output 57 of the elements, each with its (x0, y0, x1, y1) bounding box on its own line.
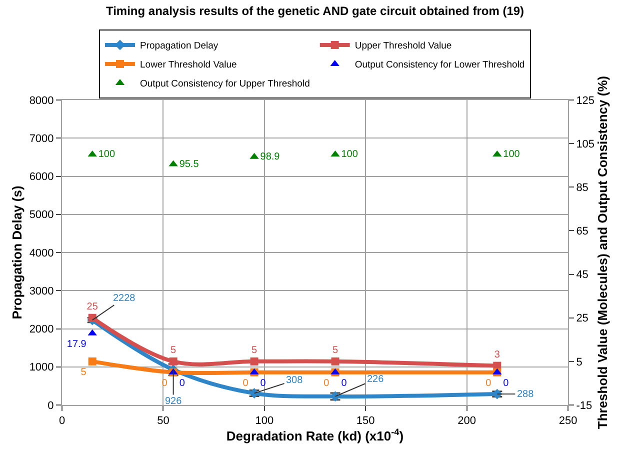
y2-tick-label: 125 (576, 94, 595, 107)
data-label: 17.9 (66, 338, 87, 350)
x-tick-label: 150 (356, 415, 375, 428)
y-tick-label: 1000 (29, 362, 54, 374)
legend-label: Lower Threshold Value (140, 60, 237, 71)
y2-axis-title: Threshold Value (Molecules) and Output Consistency (%) (595, 76, 610, 430)
y-tick-label: 3000 (29, 285, 54, 298)
y-tick-label: 5000 (29, 209, 54, 222)
legend-label: Output Consistency for Upper Threshold (140, 78, 310, 90)
y-axis-title: Propagation Delay (s) (9, 186, 24, 320)
y2-tick-label: -15 (576, 400, 592, 412)
data-label: 98.9 (260, 151, 280, 162)
y-tick-label: 8000 (29, 94, 54, 107)
data-label: 5 (252, 344, 258, 356)
data-label: 3 (494, 349, 500, 360)
y-tick-label: 2000 (29, 324, 54, 336)
data-label: 0 (162, 378, 168, 389)
data-label: 0 (324, 378, 330, 389)
data-label: 5 (80, 366, 87, 378)
x-tick-label: 50 (157, 415, 170, 428)
x-axis-title: Degradation Rate (kd) (x10$^{-4}$) (226, 427, 404, 444)
x-tick-label: 200 (458, 415, 476, 428)
data-label: 100 (503, 148, 520, 160)
data-label: 0 (260, 378, 266, 389)
data-label: 0 (503, 378, 510, 389)
data-label: 308 (286, 375, 304, 386)
y-tick-label: 6000 (29, 171, 54, 184)
data-label: 5 (332, 344, 338, 356)
y2-tick-label: 85 (576, 182, 588, 194)
data-label: 100 (98, 148, 116, 160)
data-label: 926 (165, 396, 182, 407)
legend-label: Output Consistency for Lower Threshold (354, 60, 525, 71)
y-tick-label: 7000 (29, 132, 54, 145)
data-label: 5 (170, 344, 177, 356)
data-label: 0 (486, 378, 492, 389)
x-tick-label: 250 (558, 415, 578, 428)
legend-label: Propagation Delay (140, 40, 218, 52)
data-label: 0 (179, 378, 186, 389)
data-label: 2228 (113, 293, 136, 304)
x-tick-label: 100 (255, 415, 274, 428)
y2-tick-label: 105 (576, 138, 595, 150)
y-tick-label: 0 (48, 400, 54, 412)
data-label: 95.5 (179, 158, 200, 170)
y-tick-label: 4000 (29, 247, 54, 260)
y2-tick-label: 5 (576, 356, 582, 368)
y2-tick-label: 25 (576, 312, 588, 325)
chart-title: Timing analysis results of the genetic AND gate circuit obtained from (19) (106, 4, 524, 18)
data-label: 0 (242, 378, 249, 389)
data-label: 0 (341, 378, 348, 389)
x-tick-label: 0 (58, 415, 66, 428)
data-label: 25 (86, 301, 98, 312)
y2-tick-label: 45 (576, 269, 588, 282)
y2-tick-label: 65 (576, 226, 588, 238)
data-label: 288 (517, 389, 534, 400)
data-label: 226 (367, 374, 384, 385)
data-label: 100 (341, 148, 358, 160)
legend-label: Upper Threshold Value (354, 40, 452, 52)
